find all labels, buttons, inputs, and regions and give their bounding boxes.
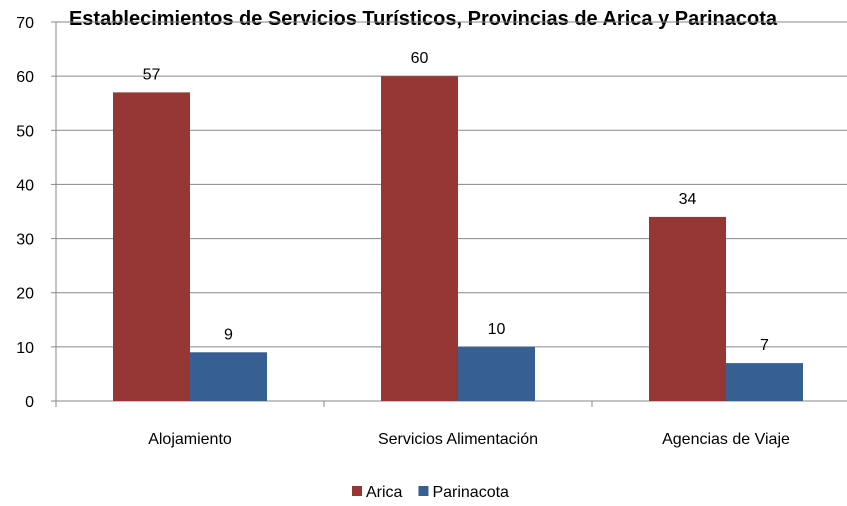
x-category-label: Servicios Alimentación (378, 431, 538, 448)
data-label: 7 (760, 337, 769, 354)
y-tick-label: 60 (16, 69, 34, 86)
bar-parinacota-1 (458, 346, 535, 401)
data-label: 34 (679, 191, 697, 208)
data-label: 57 (143, 66, 161, 83)
legend-swatch (352, 486, 362, 496)
data-label: 10 (488, 321, 506, 338)
x-category-label: Agencias de Viaje (662, 431, 790, 448)
chart-title: Establecimientos de Servicios Turísticos… (69, 8, 778, 30)
y-tick-label: 30 (16, 232, 34, 249)
legend-label: Arica (366, 484, 403, 501)
y-tick-label: 20 (16, 286, 34, 303)
x-category-label: Alojamiento (148, 431, 232, 448)
labels: 0 10 20 30 40 50 60 70 57 9 Alojamiento 60 10 Servici… (16, 15, 790, 448)
bar-arica-0 (113, 92, 190, 401)
bars (113, 76, 803, 402)
y-tick-label: 70 (16, 15, 34, 32)
bar-arica-1 (381, 76, 458, 402)
legend-label: Parinacota (432, 484, 509, 501)
bar-arica-2 (649, 216, 726, 401)
data-label: 9 (224, 326, 233, 343)
bar-parinacota-0 (190, 352, 267, 401)
bar-parinacota-2 (726, 363, 803, 401)
legend-swatch (418, 486, 429, 496)
y-tick-label: 40 (16, 177, 34, 194)
y-tick-label: 0 (25, 394, 34, 411)
y-tick-label: 10 (16, 340, 34, 357)
y-tick-label: 50 (16, 123, 34, 140)
legend: Arica Parinacota (352, 484, 509, 501)
data-label: 60 (411, 50, 429, 67)
